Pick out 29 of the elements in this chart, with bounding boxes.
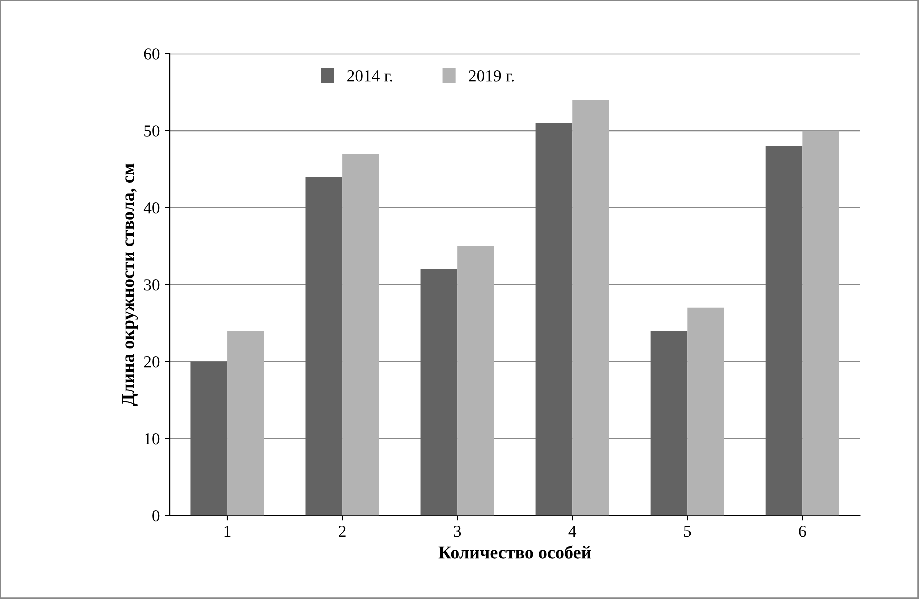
bar [420,269,458,516]
legend-label: 2019 г. [469,70,514,82]
y-tick-label: 50 [144,126,160,137]
bar [342,154,380,516]
bar [536,123,573,516]
x-tick-label: 1 [224,526,231,538]
y-axis-title: Длина окружности ствола, см [122,164,138,406]
x-axis-title: Количество особей [438,546,592,559]
x-tick-label: 5 [684,526,692,538]
legend-label: 2014 г. [348,70,392,82]
x-tick-label: 4 [568,526,577,538]
bar [650,331,688,516]
bar [306,177,343,516]
bar [572,100,610,516]
x-tick-label: 2 [339,526,346,538]
y-tick-label: 0 [152,510,160,522]
bar [190,362,228,516]
x-tick-label: 6 [799,526,806,538]
bar [458,246,494,516]
y-tick-label: 20 [144,356,160,368]
bar [228,331,264,516]
x-tick-label: 3 [454,526,462,538]
bar [802,130,840,516]
y-tick-label: 30 [144,280,160,291]
y-tick-label: 40 [144,202,160,214]
y-tick-label: 60 [144,48,160,60]
bar [766,146,803,516]
bar [688,308,724,516]
y-tick-label: 10 [145,433,160,445]
